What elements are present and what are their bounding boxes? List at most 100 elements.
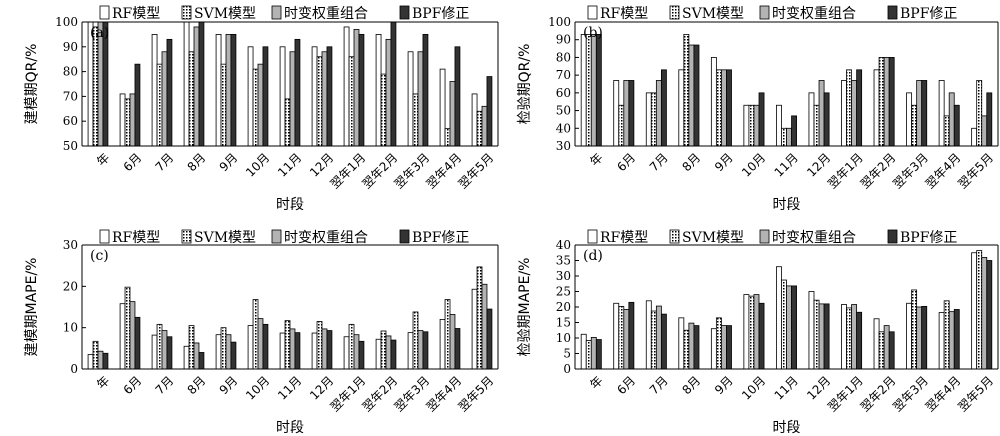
y-tick-label: 60	[63, 114, 78, 128]
bar-tv-4	[688, 44, 695, 147]
bar-bpf-8	[823, 303, 830, 370]
y-tick-label: 10	[63, 321, 78, 335]
bar-bpf-2	[628, 80, 635, 147]
x-tick-label: 翌年5月	[955, 150, 996, 191]
x-axis-label: 时段	[773, 197, 801, 213]
bar-svm-13	[976, 250, 983, 370]
x-tick-label: 年	[587, 373, 605, 391]
bar-svm-8	[316, 56, 323, 147]
y-axis-label: 建模期MAPE/%	[24, 258, 40, 357]
bar-bpf-9	[358, 340, 365, 370]
bar-svm-5	[715, 317, 722, 370]
x-tick-label: 翌年5月	[955, 373, 996, 414]
y-tick-label: 100	[55, 15, 78, 29]
bar-bpf-13	[986, 260, 993, 370]
bar-tv-12	[948, 92, 955, 147]
bar-svm-1	[92, 340, 99, 370]
bar-bpf-4	[693, 325, 700, 370]
bar-svm-9	[846, 307, 852, 370]
bar-tv-13	[481, 105, 488, 147]
bar-svm-8	[813, 104, 820, 147]
x-tick-label: 6月	[614, 150, 638, 174]
bar-rf-7	[776, 266, 782, 370]
x-tick-label: 8月	[185, 373, 209, 397]
legend-swatch-tv	[759, 229, 770, 244]
bar-rf-4	[678, 317, 685, 370]
bar-bpf-13	[486, 308, 493, 370]
bar-svm-2	[124, 286, 131, 370]
y-tick-label: 30	[556, 269, 571, 283]
bar-svm-6	[748, 295, 755, 370]
bar-tv-5	[721, 325, 727, 370]
bar-tv-2	[623, 309, 630, 370]
y-tick-label: 40	[556, 121, 571, 135]
x-tick-label: 7月	[153, 150, 177, 174]
bar-bpf-11	[422, 331, 429, 370]
bar-bpf-8	[326, 46, 333, 147]
legend-swatch-bpf	[887, 229, 898, 244]
bar-rf-1	[580, 333, 587, 370]
bar-bpf-8	[326, 330, 333, 370]
bar-svm-8	[813, 299, 820, 370]
bar-tv-10	[385, 38, 392, 147]
legend-swatch-svm	[669, 229, 680, 244]
legend-swatch-rf	[99, 229, 110, 244]
legend-swatch-tv	[759, 5, 770, 20]
y-tick-label: 50	[556, 104, 571, 118]
bar-svm-7	[781, 127, 787, 147]
bar-svm-9	[348, 56, 355, 147]
bar-rf-8	[808, 291, 815, 370]
y-tick-label: 5	[563, 347, 571, 361]
legend-swatch-svm	[669, 5, 680, 20]
bar-svm-13	[476, 266, 483, 370]
bar-tv-2	[623, 80, 630, 147]
bar-tv-2	[129, 93, 136, 147]
panel-tag: (b)	[583, 25, 603, 41]
bar-svm-11	[412, 93, 419, 147]
bar-bpf-2	[134, 63, 141, 147]
y-tick-label: 90	[556, 33, 571, 47]
y-axis-label: 建模期QR/%	[24, 44, 40, 125]
bar-tv-11	[417, 51, 424, 147]
y-tick-label: 30	[63, 238, 78, 252]
bar-rf-12	[439, 68, 446, 147]
x-tick-label: 年	[94, 150, 112, 168]
bar-svm-11	[911, 104, 918, 147]
bar-bpf-9	[856, 311, 863, 370]
y-tick-label: 35	[556, 254, 571, 268]
bar-tv-8	[321, 51, 328, 147]
bar-tv-7	[289, 328, 296, 370]
x-tick-label: 12月	[307, 373, 336, 402]
bar-bpf-3	[660, 69, 667, 147]
bar-rf-7	[279, 332, 286, 370]
bar-svm-9	[846, 69, 852, 147]
bar-rf-1	[87, 354, 94, 370]
bar-rf-11	[906, 92, 913, 147]
bar-tv-5	[225, 334, 232, 370]
bar-bpf-12	[454, 328, 461, 370]
bar-svm-4	[188, 51, 195, 147]
bar-rf-4	[183, 21, 190, 147]
bar-bpf-9	[856, 69, 863, 147]
bar-rf-3	[645, 92, 652, 147]
legend-label-svm: SVM模型	[682, 6, 744, 22]
bar-rf-3	[645, 300, 652, 370]
legend-swatch-tv	[271, 229, 282, 244]
bar-bpf-7	[294, 38, 301, 147]
legend-swatch-rf	[99, 5, 110, 20]
bar-bpf-10	[888, 57, 895, 147]
legend-swatch-rf	[587, 229, 598, 244]
bar-bpf-3	[166, 336, 173, 370]
bar-tv-2	[129, 301, 136, 370]
x-tick-label: 翌年3月	[890, 150, 931, 191]
bar-svm-3	[650, 92, 657, 147]
bar-tv-1	[590, 34, 597, 147]
legend: RF模型 SVM模型 时变权重组合 BPF修正	[99, 229, 469, 246]
bar-tv-8	[321, 328, 328, 370]
bar-rf-9	[841, 304, 847, 370]
bar-svm-12	[943, 300, 950, 370]
x-tick-label: 11月	[772, 373, 801, 402]
